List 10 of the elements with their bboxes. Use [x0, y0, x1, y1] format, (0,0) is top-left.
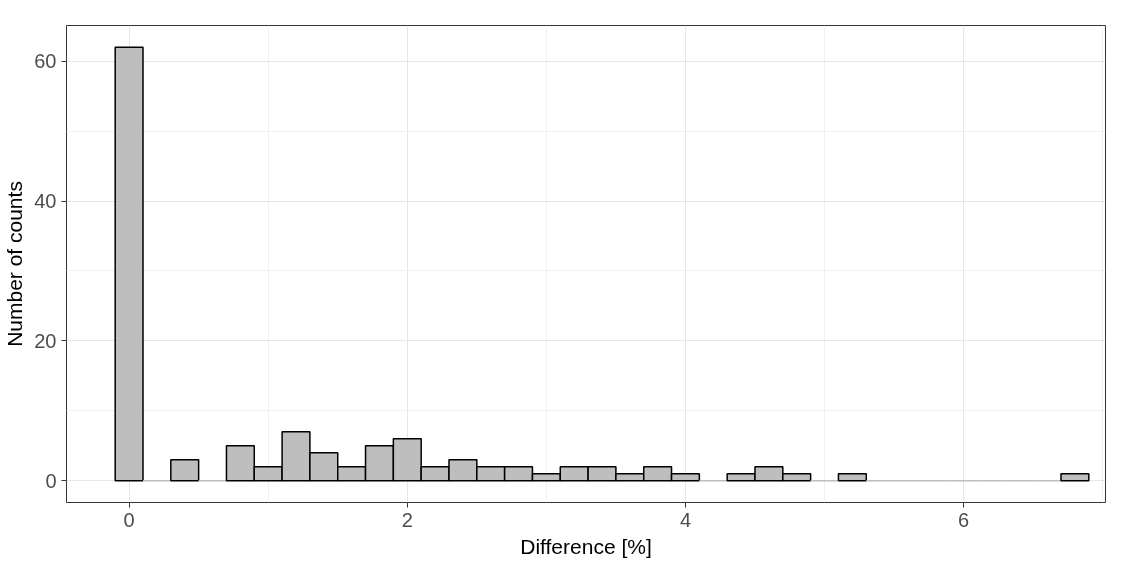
- y-tick-label: 20: [34, 329, 57, 352]
- x-tick-label: 4: [679, 508, 692, 531]
- x-axis-title: Difference [%]: [520, 534, 652, 558]
- y-tick-label: 40: [34, 190, 57, 213]
- x-tick-label: 6: [958, 508, 970, 531]
- y-axis-title: Number of counts: [3, 181, 27, 347]
- y-tick-label: 0: [45, 469, 57, 492]
- x-tick-label: 2: [401, 508, 413, 531]
- y-tick-label: 60: [34, 50, 57, 73]
- x-tick-label: 0: [123, 508, 135, 531]
